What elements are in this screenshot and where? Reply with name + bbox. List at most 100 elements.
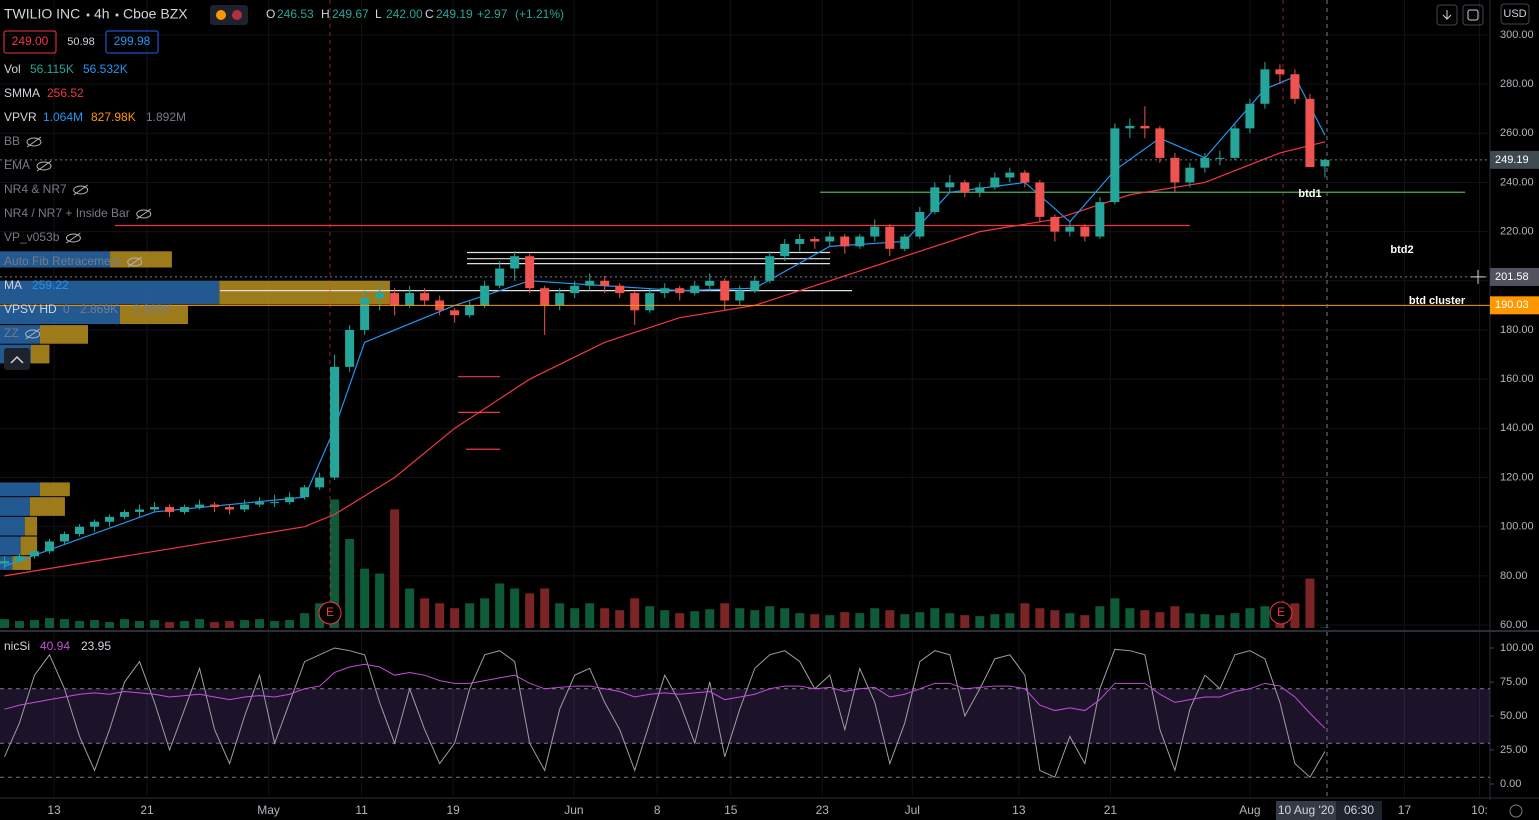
volume-bar — [75, 621, 85, 628]
candle-body — [1140, 125, 1150, 129]
exchange: Cboe BZX — [123, 6, 188, 22]
eye-icon[interactable] — [36, 161, 52, 171]
volume-bar — [210, 622, 220, 628]
candle-body — [1155, 128, 1165, 158]
volume-bar — [30, 620, 40, 628]
volume-bar — [480, 598, 490, 628]
candle-body — [105, 516, 115, 522]
profile-down — [39, 482, 70, 497]
candle-body — [45, 541, 55, 552]
currency-button[interactable] — [1500, 3, 1530, 25]
volume-bar — [735, 608, 745, 628]
currency[interactable]: USD — [1503, 8, 1526, 20]
x-tick-label: 23 — [816, 803, 830, 817]
y-tick-label: 25.00 — [1500, 744, 1528, 756]
eye-strike — [36, 160, 52, 172]
sell-button[interactable] — [3, 30, 57, 54]
fullscreen-button[interactable] — [1462, 4, 1484, 26]
candle-body — [825, 236, 835, 242]
event-marker[interactable] — [318, 601, 342, 625]
open-value: 246.53 — [277, 7, 314, 21]
x-tick-label: 10: — [1471, 803, 1488, 817]
profile-up — [0, 516, 25, 536]
down-icon — [1442, 10, 1452, 20]
low-label: L — [375, 7, 382, 21]
candle-body — [690, 285, 700, 294]
high-label: H — [321, 7, 330, 21]
volume-bar — [120, 619, 130, 628]
volume-bar — [555, 603, 565, 628]
candle-body — [525, 256, 535, 289]
y-tick-label: 240.00 — [1500, 176, 1534, 188]
eye-icon[interactable] — [127, 257, 143, 267]
candle-body — [270, 502, 280, 504]
separator — [115, 13, 119, 17]
candle-body — [630, 293, 640, 311]
event-label: E — [326, 605, 334, 619]
x-tick-label: May — [257, 803, 280, 817]
volume-bar — [795, 613, 805, 628]
candle-body — [600, 280, 610, 286]
y-tick-label: 100.00 — [1500, 642, 1534, 654]
separator — [86, 13, 90, 17]
candle-body — [210, 504, 220, 508]
hidden-indicator[interactable]: BB — [4, 134, 20, 148]
y-tick-label: 260.00 — [1500, 127, 1534, 139]
candle-body — [510, 256, 520, 269]
volume-bar — [150, 620, 160, 628]
settings-icon[interactable] — [1509, 804, 1523, 818]
x-tick-label: 15 — [724, 803, 738, 817]
candle-body — [750, 280, 760, 291]
volume-bar — [360, 568, 370, 628]
candle-body — [135, 509, 145, 512]
volume-bar — [1110, 598, 1120, 628]
annotation: btd cluster — [1409, 295, 1466, 307]
volume-bar — [1125, 608, 1135, 628]
volume-bar — [630, 598, 640, 628]
buy-button[interactable] — [105, 30, 159, 54]
profile-up — [0, 305, 120, 325]
candle-body — [165, 507, 175, 512]
interval[interactable]: 4h — [94, 6, 110, 22]
candle-body — [1020, 172, 1030, 183]
symbol[interactable]: TWILIO INC — [4, 6, 80, 22]
volume-bar — [1020, 603, 1030, 628]
eye-icon[interactable] — [136, 209, 152, 219]
volume-bar — [60, 619, 70, 628]
close-label: C — [425, 7, 434, 21]
volume-bar — [705, 609, 715, 628]
eye-icon[interactable] — [26, 137, 42, 147]
legend-value: 256.52 — [47, 86, 84, 100]
pane-title: nicSi — [4, 639, 30, 653]
candle-body — [720, 280, 730, 301]
volume-bar — [885, 610, 895, 628]
price-label-box — [1490, 150, 1539, 169]
candle-body — [960, 182, 970, 193]
hidden-indicator[interactable]: NR4 / NR7 + Inside Bar — [4, 206, 130, 220]
legend-value: 259.22 — [32, 278, 69, 292]
hidden-indicator[interactable]: VP_v053b — [4, 230, 60, 244]
legend-value: 23.95 — [81, 639, 111, 653]
volume-bar — [585, 603, 595, 628]
hidden-indicator[interactable]: EMA — [4, 158, 30, 172]
eye-icon[interactable] — [73, 185, 89, 195]
x-tick-label: Jun — [564, 803, 583, 817]
event-marker[interactable] — [1269, 601, 1293, 625]
buy-price[interactable]: 299.98 — [114, 34, 151, 48]
y-tick-label: 280.00 — [1500, 78, 1534, 90]
profile-down — [119, 305, 188, 325]
market-status[interactable] — [210, 5, 248, 25]
eye-icon[interactable] — [25, 329, 41, 339]
eye-strike — [26, 136, 42, 148]
collapse-button[interactable] — [4, 348, 30, 370]
candle-body — [75, 526, 85, 535]
sell-price[interactable]: 249.00 — [12, 34, 49, 48]
hidden-indicator[interactable]: NR4 & NR7 — [4, 182, 67, 196]
hidden-indicator[interactable]: ZZ — [4, 326, 19, 340]
change: +2.97 — [477, 7, 508, 21]
hidden-indicator[interactable]: Auto Fib Retracement — [4, 254, 121, 268]
volume-bar — [1290, 603, 1300, 628]
volume-bar — [615, 610, 625, 628]
eye-icon[interactable] — [65, 233, 81, 243]
scroll-button[interactable] — [1436, 4, 1458, 26]
